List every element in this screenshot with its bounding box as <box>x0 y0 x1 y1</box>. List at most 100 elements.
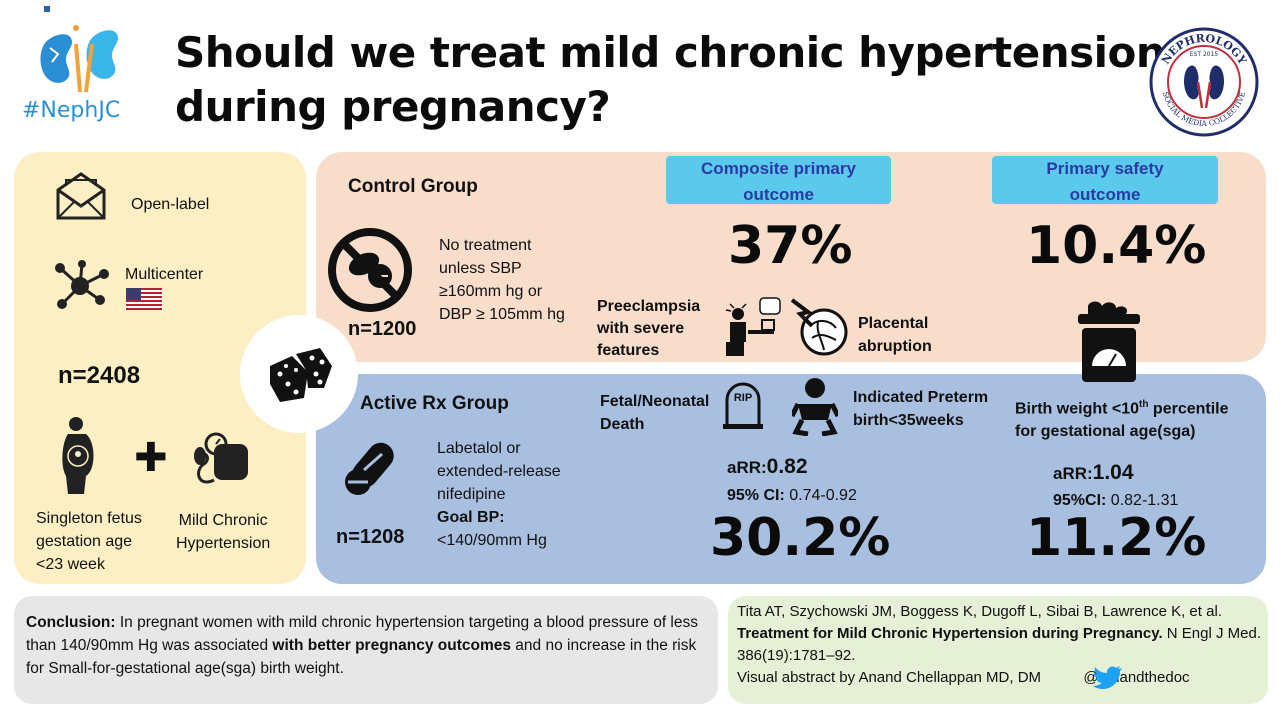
composite-outcome-header: Composite primary outcome <box>666 156 891 204</box>
title-line-2: during pregnancy? <box>175 82 611 131</box>
condition-text: Mild Chronic Hypertension <box>176 509 270 555</box>
envelope-icon <box>54 170 108 227</box>
comp3-line-2: Death <box>600 416 645 433</box>
control-group-title: Control Group <box>348 176 478 197</box>
active-desc-line-2: extended-release <box>437 463 561 480</box>
n-total: n=2408 <box>58 362 141 389</box>
control-desc-line-1: No treatment <box>439 237 532 254</box>
scale-icon <box>1076 300 1142 389</box>
comp3-line-1: Fetal/Neonatal <box>600 393 710 410</box>
headache-person-icon <box>722 296 786 365</box>
condition-line-2: Hypertension <box>176 535 271 552</box>
no-pills-icon <box>326 226 414 319</box>
fetal-death-label: Fetal/Neonatal Death <box>600 390 709 436</box>
safety-active-pct: 11.2% <box>1026 508 1207 568</box>
population-line-2: gestation age <box>36 533 133 550</box>
conclusion-part-1: In pregnant women with mild chronic hype… <box>26 614 698 654</box>
nephrology-collective-logo: NEPHROLOGY SOCIAL MEDIA COLLECTIVE EST 2… <box>1148 26 1260 138</box>
safety-header-line-2: outcome <box>1069 185 1141 204</box>
active-group-title: Active Rx Group <box>360 393 509 414</box>
network-icon <box>52 260 110 315</box>
safety-control-pct: 10.4% <box>1026 216 1207 276</box>
composite-ci-label: 95% CI: <box>727 487 785 504</box>
composite-header-line-2: outcome <box>743 185 814 204</box>
us-flag-icon <box>126 288 162 315</box>
comp2-line-2: abruption <box>858 338 932 355</box>
control-description: No treatment unless SBP ≥160mm hg or DBP… <box>439 234 565 326</box>
control-desc-line-3: ≥160mm hg or <box>439 283 543 300</box>
composite-arr-label: aRR: <box>727 458 767 477</box>
control-desc-line-4: DBP ≥ 105mm hg <box>439 306 565 323</box>
safety-header-line-1: Primary safety <box>1046 159 1164 178</box>
safety-arr: aRR:1.04 <box>1053 461 1134 485</box>
preeclampsia-label: Preeclampsia with severe features <box>597 296 700 362</box>
corner-marker <box>44 6 50 12</box>
active-n: n=1208 <box>336 526 405 548</box>
page-title: Should we treat mild chronic hypertensio… <box>175 26 1166 134</box>
composite-ci: 95% CI: 0.74-0.92 <box>727 487 857 505</box>
active-group-panel <box>316 374 1266 584</box>
citation-journal: N Engl J Med. 386(19):1781–92. <box>737 625 1261 664</box>
conclusion-part-2: and no increase in the risk for Small-fo… <box>26 637 697 677</box>
active-desc-line-1: Labetalol or <box>437 440 521 457</box>
composite-ci-value: 0.74-0.92 <box>784 487 857 504</box>
title-line-1: Should we treat mild chronic hypertensio… <box>175 28 1166 77</box>
comp2-line-1: Placental <box>858 315 929 332</box>
composite-arr: aRR:0.82 <box>727 455 808 479</box>
safety-outcome-header: Primary safety outcome <box>992 156 1218 204</box>
composite-header-line-1: Composite primary <box>701 159 856 178</box>
pills-icon <box>342 436 402 503</box>
control-desc-line-2: unless SBP <box>439 260 522 277</box>
condition-line-1: Mild Chronic <box>178 512 268 529</box>
safety-ci-value: 0.82-1.31 <box>1106 492 1179 509</box>
baby-icon <box>789 376 841 441</box>
active-desc-line-3: nifedipine <box>437 486 506 503</box>
control-n: n=1200 <box>348 318 417 340</box>
dice-icon <box>266 344 336 411</box>
safety-ci: 95%CI: 0.82-1.31 <box>1053 492 1178 510</box>
comp1-line-3: features <box>597 342 660 359</box>
citation-title: Treatment for Mild Chronic Hypertension … <box>737 625 1163 642</box>
safety-ci-label: 95%CI: <box>1053 492 1107 509</box>
placenta-icon <box>788 296 852 365</box>
citation: Tita AT, Szychowski JM, Boggess K, Dugof… <box>737 601 1267 689</box>
twitter-bird-icon <box>1093 666 1122 689</box>
composite-active-pct: 30.2% <box>710 508 891 568</box>
plus-icon: ✚ <box>134 436 168 480</box>
tombstone-icon: RIP <box>721 380 765 430</box>
conclusion-text: Conclusion: In pregnant women with mild … <box>26 611 710 680</box>
citation-authors: Tita AT, Szychowski JM, Boggess K, Dugof… <box>737 603 1222 620</box>
comp4-line-2: birth<35weeks <box>853 412 964 429</box>
multicenter-text: Multicenter <box>125 266 204 283</box>
hashtag: #NephJC <box>22 98 121 123</box>
composite-arr-value: 0.82 <box>766 455 808 478</box>
conclusion-emphasis: with better pregnancy outcomes <box>272 637 511 654</box>
preterm-birth-label: Indicated Preterm birth<35weeks <box>853 386 988 432</box>
population-line-3: <23 week <box>36 556 105 573</box>
conclusion-panel <box>14 596 718 704</box>
comp1-line-2: with severe <box>597 320 685 337</box>
logo-text-est: EST 2015 <box>1190 51 1219 58</box>
goal-bp-value: <140/90mm Hg <box>437 532 547 549</box>
open-label-text: Open-label <box>131 196 210 213</box>
kidney-logo-icon <box>36 22 132 94</box>
composite-control-pct: 37% <box>728 216 853 276</box>
sga-label: Birth weight <10th percentile for gestat… <box>1015 393 1229 443</box>
reference-panel <box>728 596 1268 704</box>
sga-line-1-post: percentile <box>1148 400 1229 418</box>
goal-bp-label: Goal BP: <box>437 509 505 526</box>
placental-abruption-label: Placental abruption <box>858 312 932 358</box>
visual-abstract-credit: Visual abstract by Anand Chellappan MD, … <box>737 669 1042 686</box>
sga-sup: th <box>1139 399 1149 410</box>
population-text: Singleton fetus gestation age <23 week <box>36 507 142 576</box>
sga-line-1-pre: Birth weight <10 <box>1015 400 1140 418</box>
sga-line-2: for gestational age(sga) <box>1015 423 1196 441</box>
conclusion-label: Conclusion: <box>26 614 116 631</box>
safety-arr-value: 1.04 <box>1092 461 1134 484</box>
comp4-line-1: Indicated Preterm <box>853 389 989 406</box>
rip-text: RIP <box>733 392 753 404</box>
population-line-1: Singleton fetus <box>36 510 142 527</box>
active-description: Labetalol or extended-release nifedipine… <box>437 437 561 552</box>
comp1-line-1: Preeclampsia <box>597 298 701 315</box>
blood-pressure-cuff-icon <box>190 430 252 497</box>
